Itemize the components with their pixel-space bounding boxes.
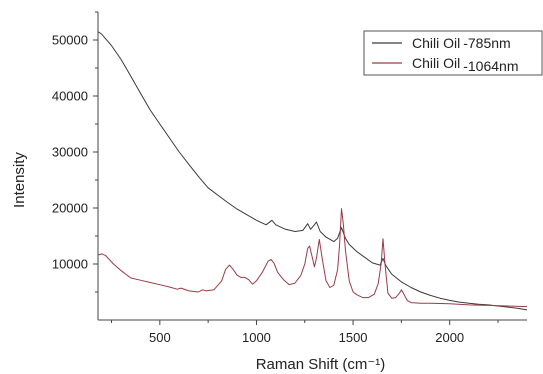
y-tick-label: 40000 [52, 89, 88, 104]
x-tick-label: 1500 [339, 330, 368, 345]
x-axis-title: Raman Shift (cm⁻¹) [256, 356, 386, 373]
series-line-1064nm [97, 208, 528, 308]
y-tick-label: 30000 [52, 145, 88, 160]
legend-entry-label: Chili Oil -785nm [412, 35, 511, 51]
series-group [97, 31, 528, 311]
y-tick-label: 10000 [52, 257, 88, 272]
legend: Chili Oil -785nm Chili Oil -1064nm [363, 30, 543, 76]
series-line-785nm [97, 31, 528, 311]
x-tick-label: 2000 [435, 330, 464, 345]
y-tick-label: 20000 [52, 201, 88, 216]
x-tick-label: 500 [149, 330, 171, 345]
legend-box [363, 30, 543, 76]
axes: 500 1000 1500 2000 10000 20000 30000 40000 50000 [52, 11, 527, 345]
y-axis-title: Intensity [11, 152, 28, 208]
y-tick-label: 50000 [52, 33, 88, 48]
legend-entry-label: Chili Oil -1064nm [412, 55, 519, 74]
x-tick-label: 1000 [242, 330, 271, 345]
